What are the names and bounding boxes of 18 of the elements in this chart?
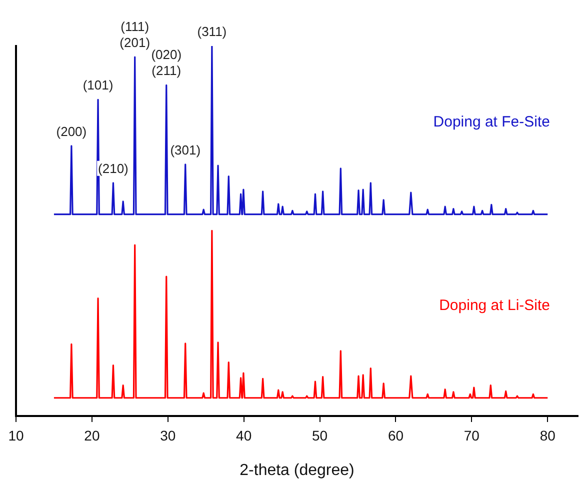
text: Doping at Fe-Site [433,113,550,130]
x-axis-title: 2-theta (degree) [240,462,354,479]
x-tick-label: 50 [312,427,328,444]
annotation: (301) [170,142,201,158]
x-tick-label: 80 [540,427,556,444]
annotation: (210) [98,160,128,176]
annotation: (020) (211) [151,47,182,78]
annotation: (200) [56,124,87,139]
x-tick-label: 20 [84,427,100,444]
text: Doping at Li-Site [439,296,550,314]
x-tick-label: 30 [160,427,176,444]
annotation: (111) (201) [120,19,150,50]
x-tick-label: 70 [464,427,480,444]
annotation: (311) [197,24,227,39]
annotation: (101) [82,78,114,93]
x-tick-label: 10 [8,427,24,444]
x-tick-label: 60 [388,427,404,444]
x-tick-label: 40 [236,427,252,444]
